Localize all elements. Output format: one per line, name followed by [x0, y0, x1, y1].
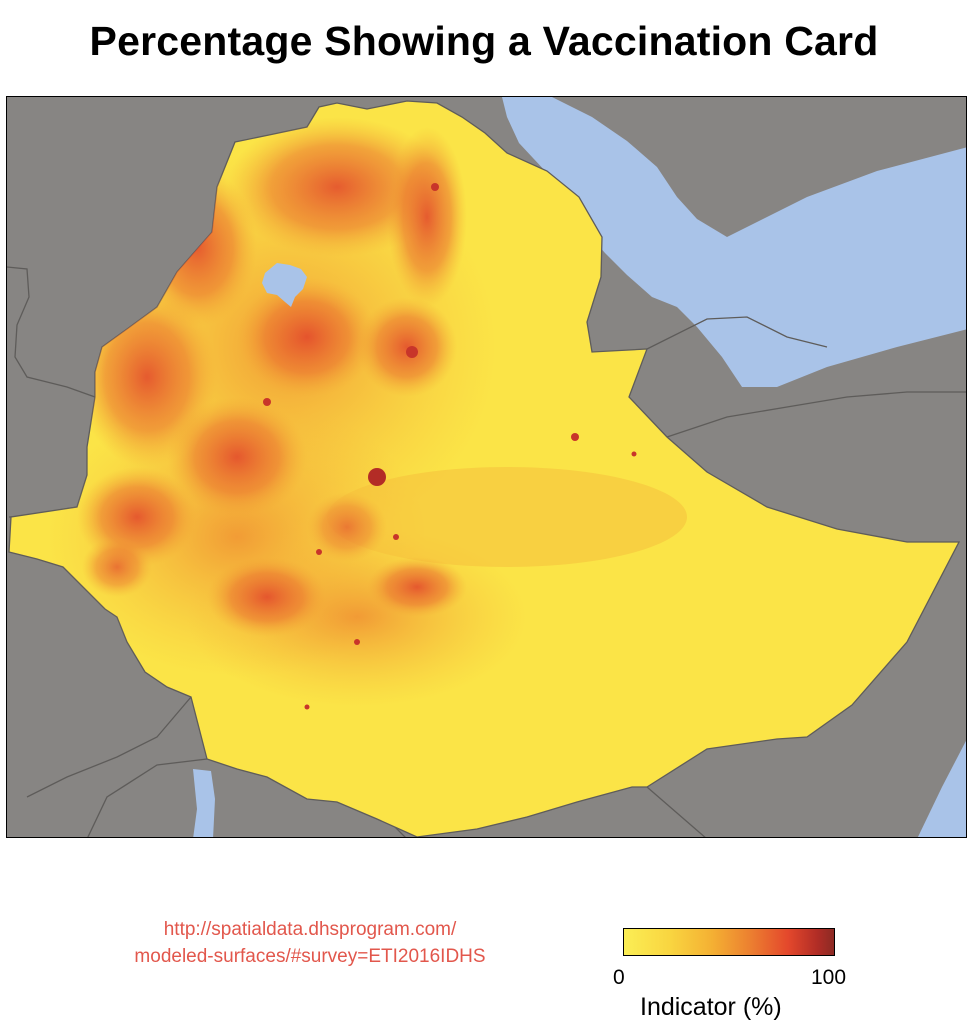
indian-ocean: [917, 740, 966, 837]
legend-min-label: 0: [613, 966, 625, 989]
source-url-line-2: modeled-surfaces/#survey=ETI2016IDHS: [134, 946, 486, 967]
legend-max-label: 100: [811, 966, 847, 989]
source-url-line-1: http://spatialdata.dhsprogram.com/: [163, 919, 457, 940]
map-svg: [7, 97, 966, 837]
lake-tana: [262, 263, 307, 307]
country-borders: [7, 141, 966, 837]
legend-color-bar: [623, 928, 835, 956]
map-panel: [6, 96, 967, 838]
source-attribution: http://spatialdata.dhsprogram.com/ model…: [60, 916, 560, 970]
lake-turkana: [193, 769, 215, 837]
legend-title: Indicator (%): [640, 993, 782, 1021]
map-title: Percentage Showing a Vaccination Card: [89, 18, 879, 64]
red-sea: [502, 97, 966, 387]
